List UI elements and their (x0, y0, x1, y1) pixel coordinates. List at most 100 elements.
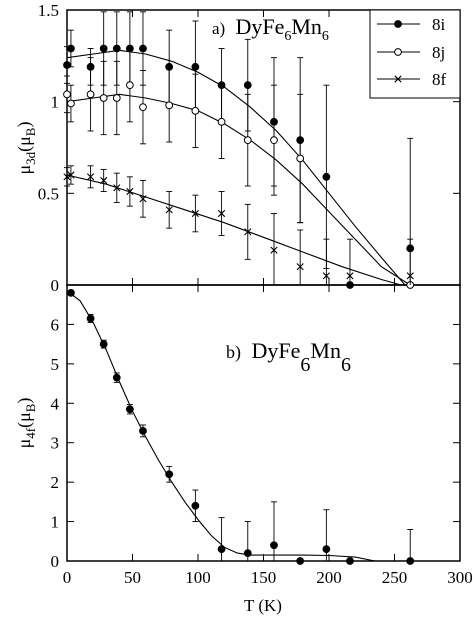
series-8f-point (244, 228, 252, 236)
panel-a-label: a) (212, 19, 225, 38)
series-8i-point (112, 44, 121, 53)
series-8j-point (63, 90, 71, 99)
series-8f-point (113, 184, 121, 192)
xtick-label: 100 (185, 568, 211, 587)
series-8f-point (126, 187, 134, 196)
series-8j-point (217, 117, 226, 126)
series-8i-point (322, 172, 331, 181)
xtick-label: 50 (124, 568, 141, 587)
series-8i-point (139, 44, 147, 53)
series-8j-point (296, 154, 305, 163)
series-8f-fit-line (66, 174, 402, 286)
series-8j-point (165, 101, 174, 110)
series-8i-point (99, 44, 108, 53)
series-4f-point (139, 426, 147, 435)
series-8f-point (100, 176, 108, 185)
series-8f-point (217, 209, 226, 218)
series-4f-point (243, 549, 252, 558)
series-8f-point (270, 246, 278, 254)
series-8j-point (243, 136, 252, 145)
panel-b-ylabel: μ4f(μB) (14, 398, 38, 449)
series-8j-point (112, 94, 121, 102)
panel-a-ylabel: μ3d(μB) (14, 122, 38, 175)
legend-8j-marker (394, 48, 402, 56)
panel-a-compound-sub1: 6 (284, 29, 291, 44)
series-8f-point (86, 173, 95, 181)
series-4f-point (191, 501, 200, 510)
panel-b-label: b) (226, 342, 241, 363)
panel-b-ytick-label: 3 (51, 434, 60, 453)
xtick-label: 250 (382, 568, 408, 587)
panel-b-ytick-label: 0 (51, 552, 60, 571)
series-8f-point (67, 171, 75, 179)
panel-b-ytick-label: 2 (51, 473, 60, 492)
panel-b-ticks: 0 1 2 3 4 5 6 0 50 100 150 200 250 300 (51, 285, 473, 587)
panel-a-compound-sub2: 6 (322, 29, 329, 44)
panel-b-compound-sub1: 6 (300, 354, 310, 376)
series-8f-point (322, 272, 330, 280)
series-4f-point (125, 405, 134, 414)
series-8j-point (99, 94, 108, 102)
panel-b-compound-mid: Mn (310, 338, 341, 363)
panel-a-title: a) DyFe6Mn6 (212, 14, 329, 44)
series-4f-point (112, 373, 121, 382)
legend-8i-label: 8i (432, 15, 446, 34)
series-4f-point (322, 545, 331, 554)
panel-b-compound-base: DyFe (252, 338, 301, 363)
panel-a-ytick-label: 0.5 (38, 184, 59, 203)
xtick-label: 300 (447, 568, 473, 587)
series-4f-point (406, 557, 415, 565)
series-4f-point (296, 557, 305, 565)
series-8i-point (191, 62, 200, 71)
series-8i-point (67, 44, 75, 53)
x-axis-label: T (K) (244, 596, 282, 615)
panel-b-ytick-label: 6 (51, 315, 60, 334)
series-8f-point (63, 173, 71, 181)
panel-b-ytick-label: 1 (51, 513, 60, 532)
series-4f-point (165, 470, 174, 479)
panel-b-data (66, 288, 415, 565)
panel-a-compound-base: DyFe (235, 14, 284, 39)
series-8f-point (165, 206, 173, 214)
series-8i-point (63, 61, 71, 69)
series-8f-point (139, 195, 147, 203)
panel-a-ytick-label: 0 (51, 276, 60, 295)
series-4f-point (217, 545, 226, 554)
series-4f-fit-line (66, 290, 411, 562)
series-4f-point (67, 288, 75, 297)
panel-a-compound-mid: Mn (291, 14, 322, 39)
series-8j-fit-line (66, 93, 411, 286)
panel-b-ytick-label: 5 (51, 355, 60, 374)
series-8f-point (346, 272, 354, 280)
xtick-label: 150 (251, 568, 277, 587)
legend-8j-label: 8j (432, 43, 445, 62)
panel-a-ytick-label: 1.5 (38, 1, 59, 20)
series-8i-point (243, 81, 252, 90)
legend-8f-label: 8f (432, 70, 447, 89)
series-8f-point (406, 272, 414, 280)
series-4f-point (346, 557, 354, 565)
legend-8f-marker (394, 75, 402, 83)
series-8j-point (86, 90, 95, 99)
legend-8i-marker (394, 20, 402, 28)
panel-a-data (63, 11, 415, 289)
series-8f-point (296, 263, 304, 271)
series-8j-point (125, 81, 134, 90)
series-4f-point (270, 541, 278, 550)
series-8j-point (67, 99, 75, 108)
series-8i-fit-line (66, 49, 406, 286)
series-8j-point (139, 103, 147, 112)
series-4f-point (86, 314, 95, 323)
xtick-label: 200 (316, 568, 342, 587)
series-4f-point (99, 340, 108, 349)
series-8f-point (191, 209, 199, 218)
series-8j-point (270, 136, 278, 145)
panel-a-ytick-label: 1 (51, 93, 60, 112)
legend: 8i 8j 8f (369, 9, 461, 99)
panel-b-compound-sub2: 6 (341, 354, 351, 376)
panel-b-frame (66, 284, 461, 562)
panel-b-title: b) DyFe6Mn6 (226, 338, 351, 376)
legend-box (369, 9, 461, 99)
panel-b-ytick-label: 4 (51, 394, 60, 413)
